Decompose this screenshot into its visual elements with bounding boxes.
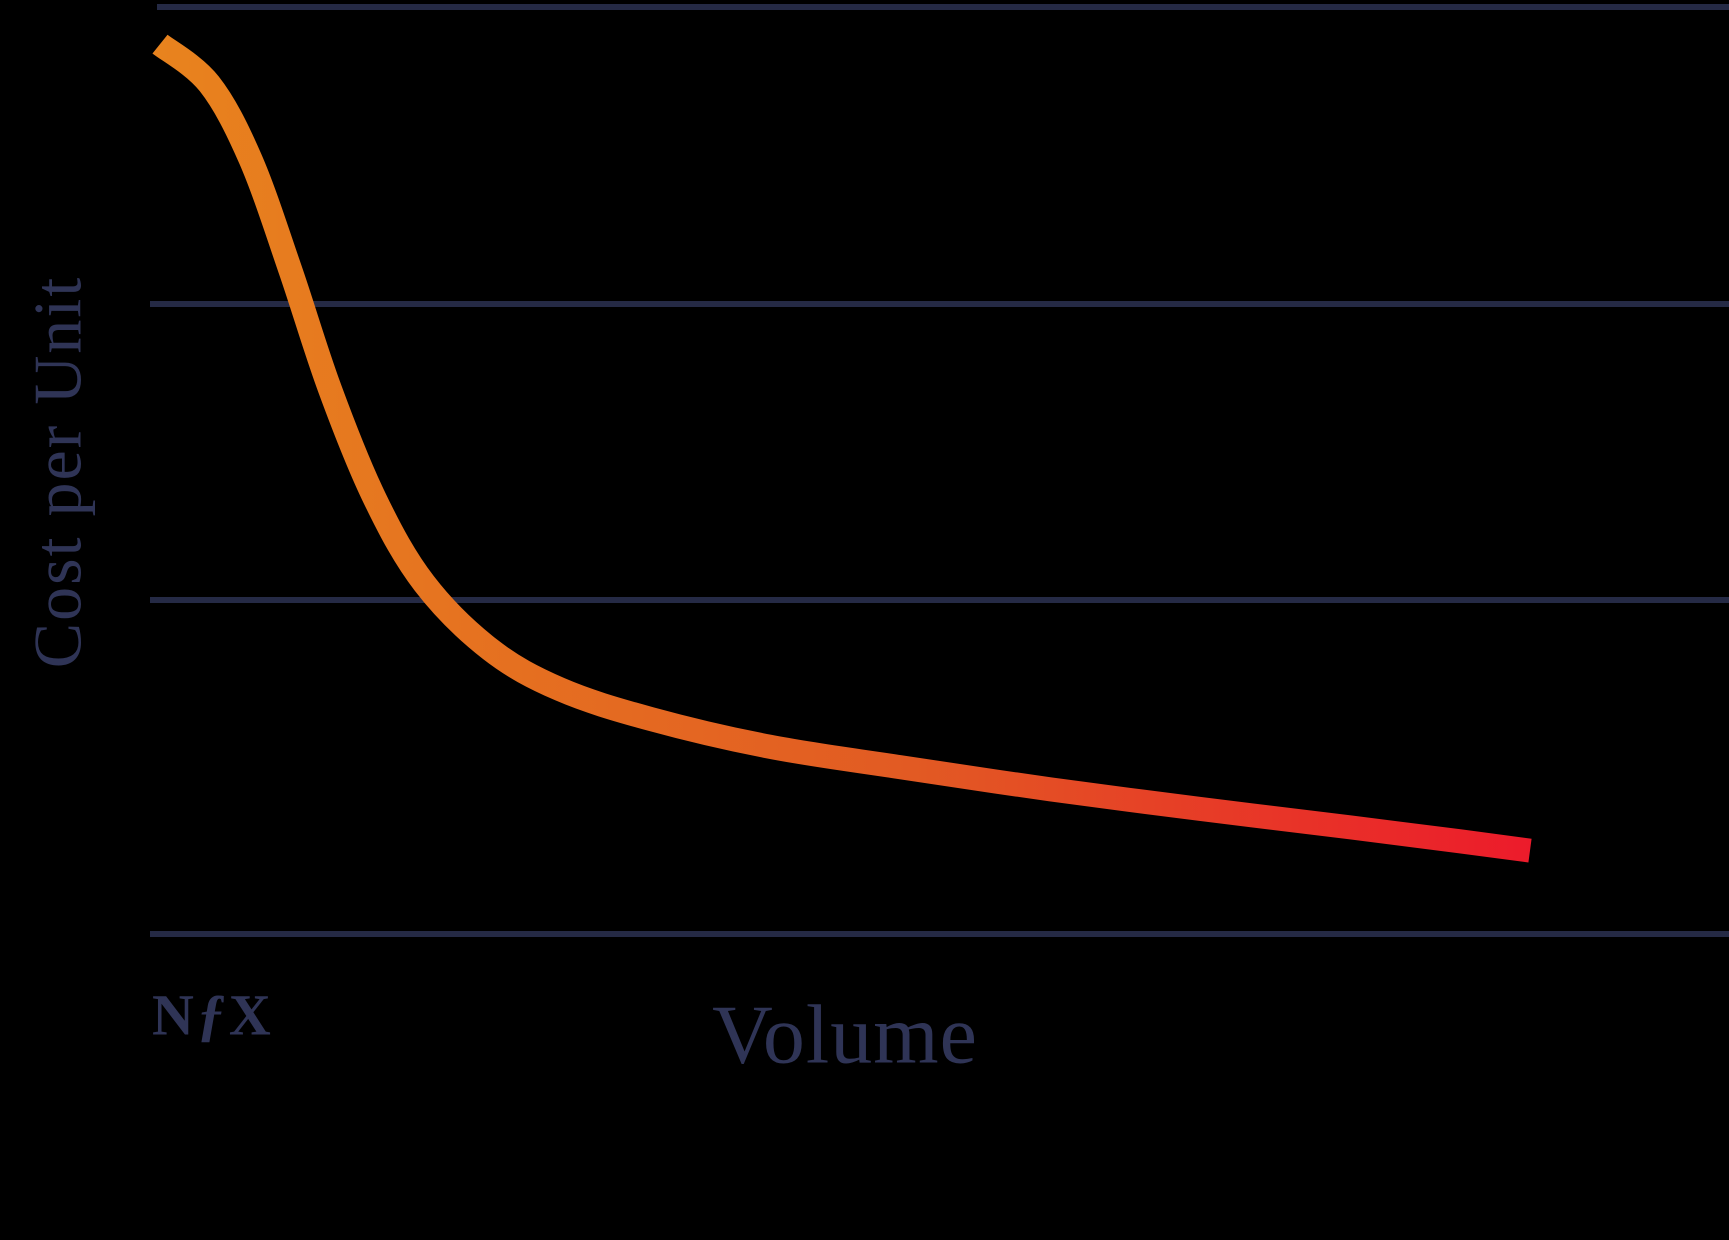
gridline-top [157, 4, 1729, 10]
gridline-upper [150, 301, 1729, 307]
cost-curve-line [152, 34, 1532, 863]
y-axis-label: Cost per Unit [19, 275, 96, 669]
gridline-lower [150, 597, 1729, 603]
nfx-logo-x: X [228, 982, 274, 1048]
nfx-logo-f: ƒ [196, 982, 229, 1048]
x-axis-label: Volume [712, 988, 978, 1082]
nfx-logo-n: N [152, 982, 197, 1048]
gridline-baseline [150, 931, 1729, 937]
nfx-logo: NƒX [152, 982, 274, 1049]
